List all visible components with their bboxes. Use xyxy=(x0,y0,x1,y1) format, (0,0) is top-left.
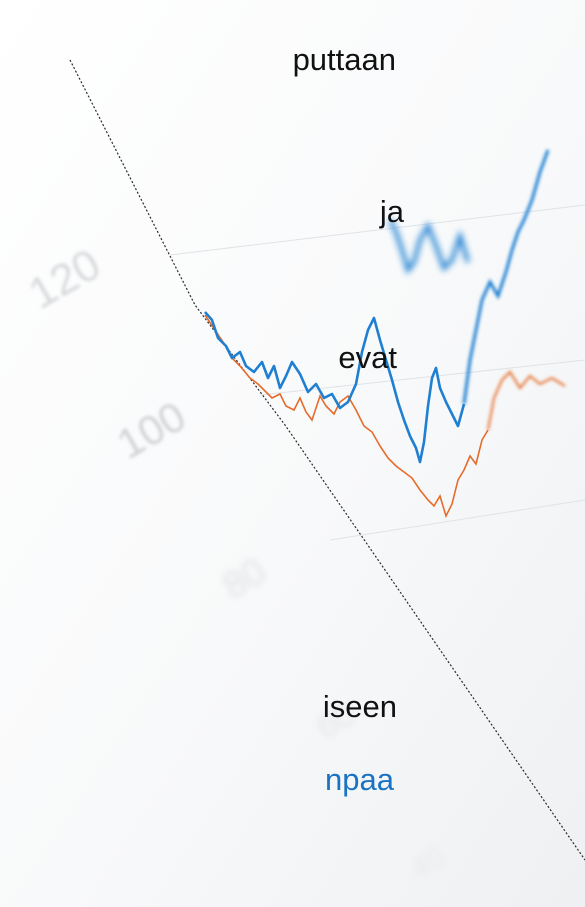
text-fragment: puttaan xyxy=(292,42,396,77)
text-fragment: ja xyxy=(379,194,404,229)
secondary-series-line xyxy=(204,314,489,519)
text-fragment: iseen xyxy=(322,689,397,724)
secondary-series-line-blurred xyxy=(487,370,566,431)
chart-axis-line xyxy=(69,59,585,861)
primary-series-line xyxy=(204,311,466,464)
primary-series-line-far xyxy=(462,149,550,405)
primary-series-line-far-blur xyxy=(388,219,470,275)
text-fragment: evat xyxy=(338,340,397,375)
grid-line xyxy=(259,359,585,396)
grid-line xyxy=(329,499,585,541)
link-text-fragment[interactable]: npaa xyxy=(325,762,394,797)
grid-line xyxy=(169,204,585,256)
